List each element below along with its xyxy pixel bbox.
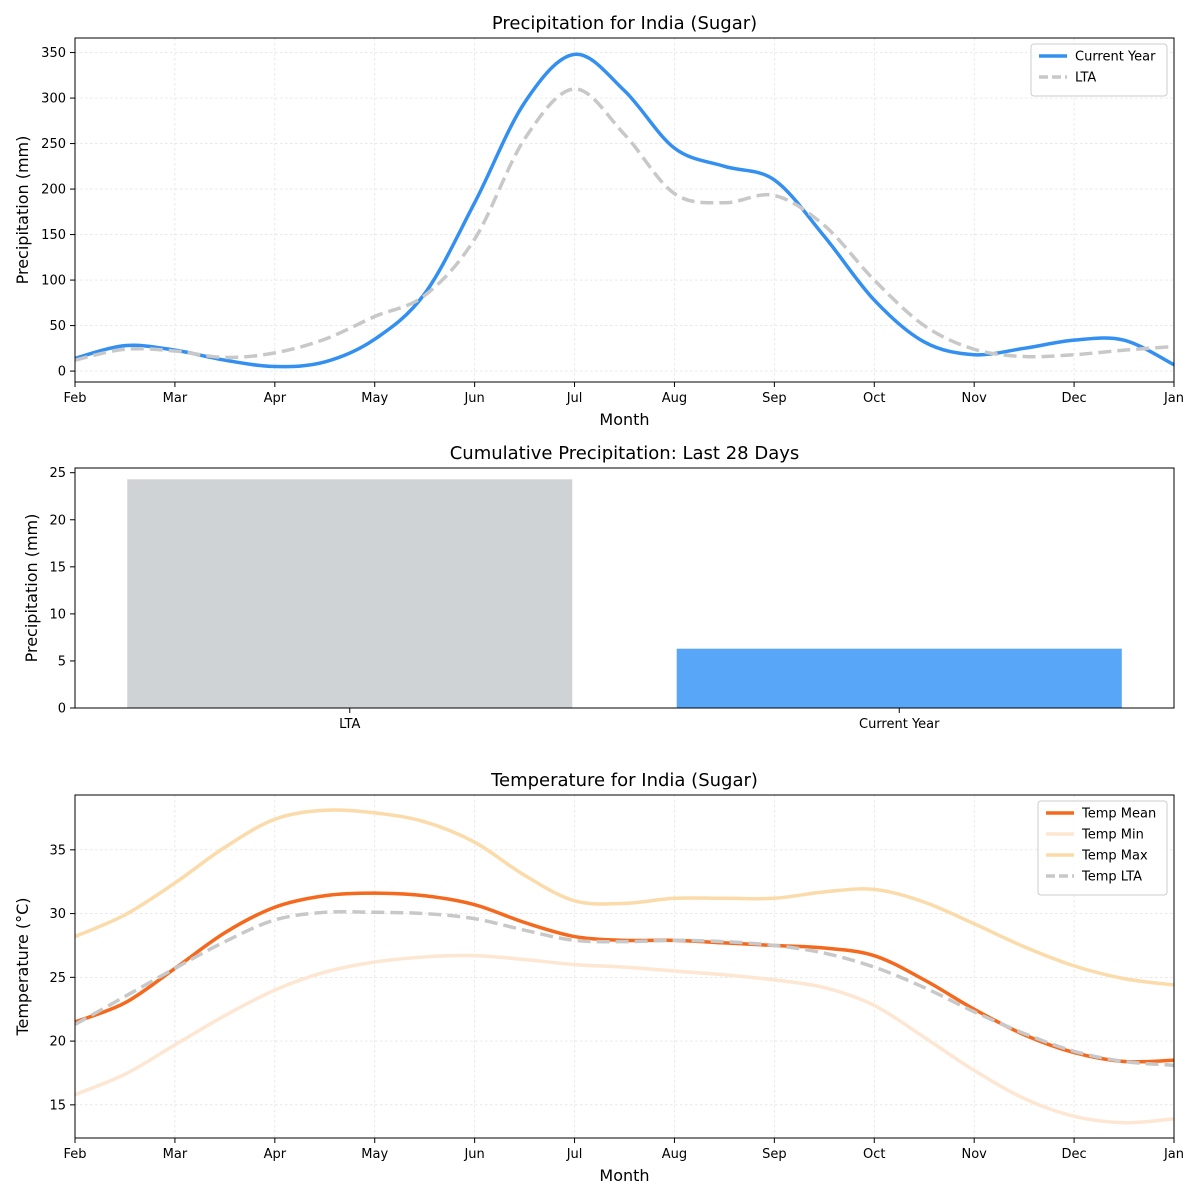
x-tick-label: Dec [1062, 391, 1087, 406]
x-tick-label: Apr [264, 1147, 287, 1162]
bar-current-year [676, 648, 1122, 708]
x-tick-label: Apr [264, 391, 287, 406]
x-tick-label: Jul [566, 1147, 583, 1162]
x-axis-label: Month [599, 1166, 649, 1185]
legend-label-temp-mean: Temp Mean [1081, 807, 1156, 822]
x-tick-label: Aug [662, 391, 687, 406]
x-tick-label: Feb [63, 1147, 86, 1162]
x-tick-label: Oct [863, 391, 885, 406]
series-line-lta [75, 87, 1174, 362]
chart-title: Temperature for India (Sugar) [490, 770, 758, 791]
x-tick-label: Sep [762, 391, 787, 406]
y-axis-label: Temperature (°C) [13, 897, 32, 1036]
y-tick-label: 25 [49, 971, 66, 986]
y-tick-label: 25 [49, 466, 66, 481]
y-tick-label: 200 [41, 183, 66, 198]
chart-title: Cumulative Precipitation: Last 28 Days [450, 443, 800, 464]
x-tick-label: Sep [762, 1147, 787, 1162]
legend-label-temp-max: Temp Max [1081, 849, 1148, 864]
x-tick-label: Nov [961, 1147, 987, 1162]
x-tick-label: Dec [1062, 1147, 1087, 1162]
y-tick-label: 50 [49, 319, 66, 334]
bar-lta [127, 479, 573, 708]
y-tick-label: 30 [49, 907, 66, 922]
y-tick-label: 20 [49, 513, 66, 528]
y-tick-label: 15 [49, 560, 66, 575]
plot-frame [74, 37, 1175, 383]
x-tick-label: Jan [1163, 1147, 1184, 1162]
y-axis-label: Precipitation (mm) [13, 136, 32, 285]
chart-panel-2: Cumulative Precipitation: Last 28 Days LT… [22, 443, 1175, 732]
legend-label-current-year: Current Year [1075, 50, 1156, 65]
x-tick-label: Jan [1163, 391, 1184, 406]
x-tick-label: Nov [961, 391, 987, 406]
y-tick-label: 5 [58, 654, 66, 669]
y-tick-label: 250 [41, 137, 66, 152]
legend: Current Year LTA [1030, 43, 1168, 97]
plot-frame [74, 794, 1175, 1139]
legend: Temp Mean Temp Min Temp Max Temp LTA [1037, 800, 1168, 896]
series-line-temp-min [75, 953, 1174, 1125]
x-tick-label: Current Year [859, 717, 940, 732]
x-tick-label: Mar [163, 391, 188, 406]
series-line-temp-max [75, 808, 1174, 987]
legend-label-lta: LTA [1075, 71, 1096, 86]
legend-label-temp-lta: Temp LTA [1081, 870, 1142, 885]
x-tick-label: Mar [163, 1147, 188, 1162]
x-tick-label: Feb [63, 391, 86, 406]
chart-title: Precipitation for India (Sugar) [492, 13, 757, 34]
series-group [75, 808, 1174, 1125]
y-tick-label: 0 [58, 702, 66, 717]
y-tick-label: 0 [58, 365, 66, 380]
plot-frame [74, 467, 1175, 709]
x-tick-label: LTA [339, 717, 360, 732]
y-axis-label: Precipitation (mm) [22, 514, 41, 663]
x-tick-label: May [361, 391, 388, 406]
panels: Precipitation for India (Sugar) Feb Mar Apr… [13, 13, 1184, 1185]
series-line-temp-lta [75, 909, 1174, 1068]
x-tick-label: Jun [463, 391, 484, 406]
y-tick-label: 35 [49, 843, 66, 858]
y-tick-label: 350 [41, 46, 66, 61]
y-tick-label: 300 [41, 92, 66, 107]
y-tick-label: 15 [49, 1098, 66, 1113]
x-tick-label: Jun [463, 1147, 484, 1162]
x-tick-label: May [361, 1147, 388, 1162]
legend-box [1037, 800, 1168, 896]
chart-panel-3: Temperature for India (Sugar) Feb Mar Apr Ma… [13, 770, 1184, 1185]
y-tick-label: 100 [41, 274, 66, 289]
y-tick-label: 20 [49, 1035, 66, 1050]
series-line-current-year [75, 52, 1174, 369]
legend-label-temp-min: Temp Min [1081, 828, 1144, 843]
x-axis-label: Month [599, 410, 649, 429]
chart-panel-1: Precipitation for India (Sugar) Feb Mar Apr… [13, 13, 1184, 429]
x-tick-label: Oct [863, 1147, 885, 1162]
x-tick-label: Aug [662, 1147, 687, 1162]
x-tick-label: Jul [566, 391, 583, 406]
y-tick-label: 10 [49, 607, 66, 622]
series-group [75, 52, 1174, 369]
y-tick-label: 150 [41, 228, 66, 243]
